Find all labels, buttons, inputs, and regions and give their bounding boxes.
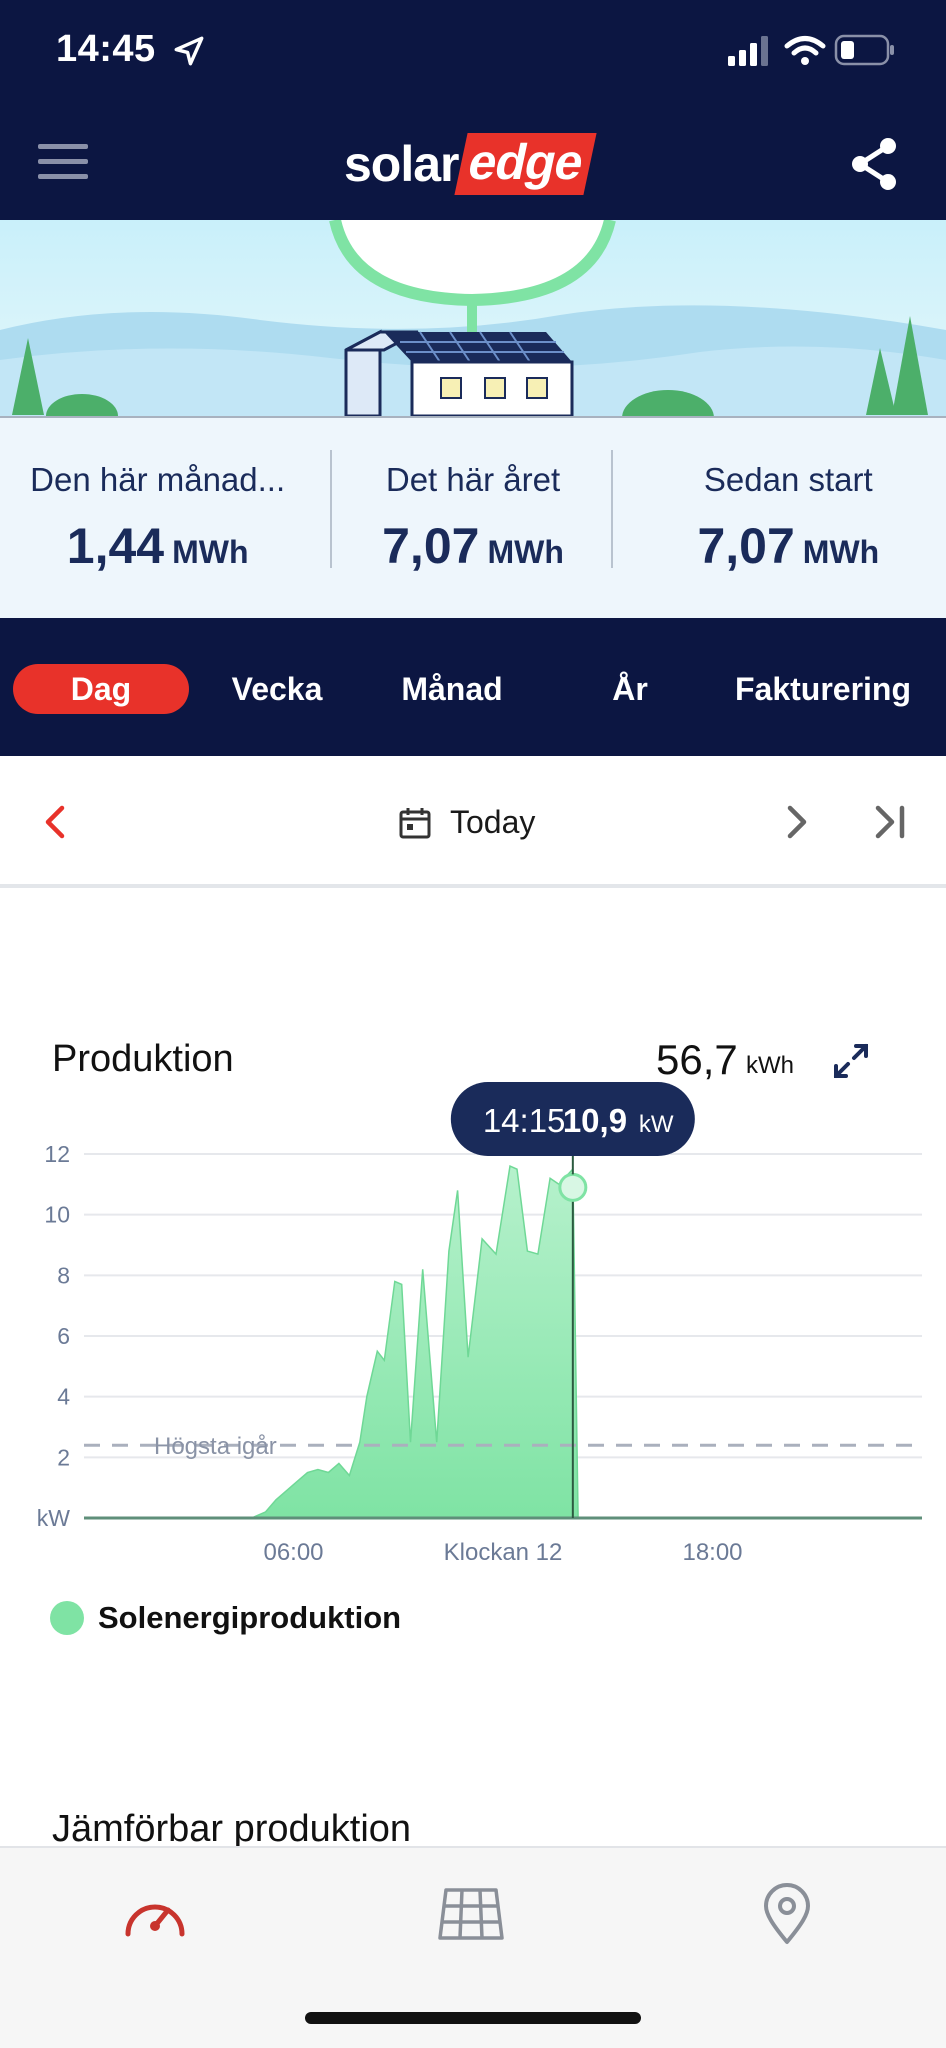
stat-value: 1,44 <box>66 518 165 574</box>
summary-stats: Den här månad... 1,44 MWh Det här året 7,… <box>0 418 946 618</box>
production-chart[interactable]: 12 10 8 6 4 2 kW Högsta igår 06:00 Klockan 12 18:0… <box>0 1080 946 1580</box>
date-navigator: Today <box>0 756 946 888</box>
wifi-icon <box>784 36 826 65</box>
stat-label: Sedan start <box>703 461 873 498</box>
stat-divider <box>611 450 613 568</box>
stat-value: 7,07 <box>382 518 480 574</box>
stat-divider <box>330 450 332 568</box>
date-label[interactable]: Today <box>450 804 536 840</box>
x-tick-label: 18:00 <box>682 1539 742 1566</box>
house-illustration <box>0 220 946 420</box>
production-area <box>84 1165 922 1519</box>
tab-month[interactable]: Månad <box>401 670 503 707</box>
chevron-right-icon[interactable] <box>782 802 812 842</box>
calendar-icon[interactable] <box>398 806 432 840</box>
tooltip-bubble <box>450 1082 695 1156</box>
y-tick-label: 4 <box>57 1384 70 1410</box>
tooltip-time: 14:15 <box>483 1102 566 1139</box>
stat-value: 7,07 <box>697 518 795 574</box>
x-tick-label: 06:00 <box>263 1539 323 1566</box>
tab-week[interactable]: Vecka <box>231 670 323 707</box>
status-time: 14:45 <box>56 28 156 70</box>
stat-unit: MWh <box>802 534 880 570</box>
production-title: Produktion <box>52 1038 234 1080</box>
location-arrow-icon <box>174 36 204 66</box>
signal-icon <box>728 36 768 66</box>
stat-unit: MWh <box>487 534 564 570</box>
location-icon[interactable] <box>752 1882 822 1946</box>
tab-billing[interactable]: Fakturering <box>734 670 912 707</box>
tooltip-unit: kW <box>639 1111 674 1138</box>
y-tick-label: 2 <box>57 1444 70 1470</box>
y-tick-label: 12 <box>44 1141 70 1167</box>
battery-icon <box>834 34 894 66</box>
x-tick-label: Klockan 12 <box>444 1539 563 1566</box>
legend-label: Solenergiproduktion <box>98 1600 402 1635</box>
solaredge-logo: solar edge <box>344 133 596 195</box>
y-tick-label: 8 <box>57 1262 70 1288</box>
dashboard-icon[interactable] <box>120 1882 190 1946</box>
y-tick-label: kW <box>37 1505 71 1531</box>
marker-point <box>558 1172 588 1202</box>
stat-label: Den här månad... <box>30 461 286 498</box>
stat-label: Det här året <box>385 461 561 498</box>
production-total-value: 56,7 <box>656 1036 738 1083</box>
tab-year[interactable]: År <box>612 670 648 707</box>
tab-day[interactable]: Dag <box>13 664 189 714</box>
y-tick-label: 6 <box>57 1323 70 1349</box>
y-tick-label: 10 <box>44 1202 70 1228</box>
stat-this-year: Det här året 7,07 MWh <box>315 418 630 618</box>
production-total-unit: kWh <box>746 1052 794 1079</box>
comparable-production-title: Jämförbar produktion <box>52 1808 412 1850</box>
expand-icon[interactable] <box>830 1040 872 1082</box>
chart-legend: Solenergiproduktion <box>50 1600 401 1636</box>
layout-icon[interactable] <box>436 1882 506 1946</box>
legend-swatch <box>50 1601 84 1635</box>
stat-since-start: Sedan start 7,07 MWh <box>631 418 946 618</box>
skip-to-end-icon[interactable] <box>872 802 908 842</box>
reference-line-label: Högsta igår <box>154 1433 277 1460</box>
stat-unit: MWh <box>172 534 249 570</box>
share-icon[interactable] <box>848 136 900 192</box>
stat-this-month: Den här månad... 1,44 MWh <box>0 418 315 618</box>
menu-icon[interactable] <box>38 144 88 184</box>
chevron-left-icon[interactable] <box>40 802 70 842</box>
home-indicator <box>305 2012 641 2024</box>
tooltip-value: 10,9 <box>563 1102 627 1139</box>
status-bar: 14:45 <box>0 0 946 100</box>
